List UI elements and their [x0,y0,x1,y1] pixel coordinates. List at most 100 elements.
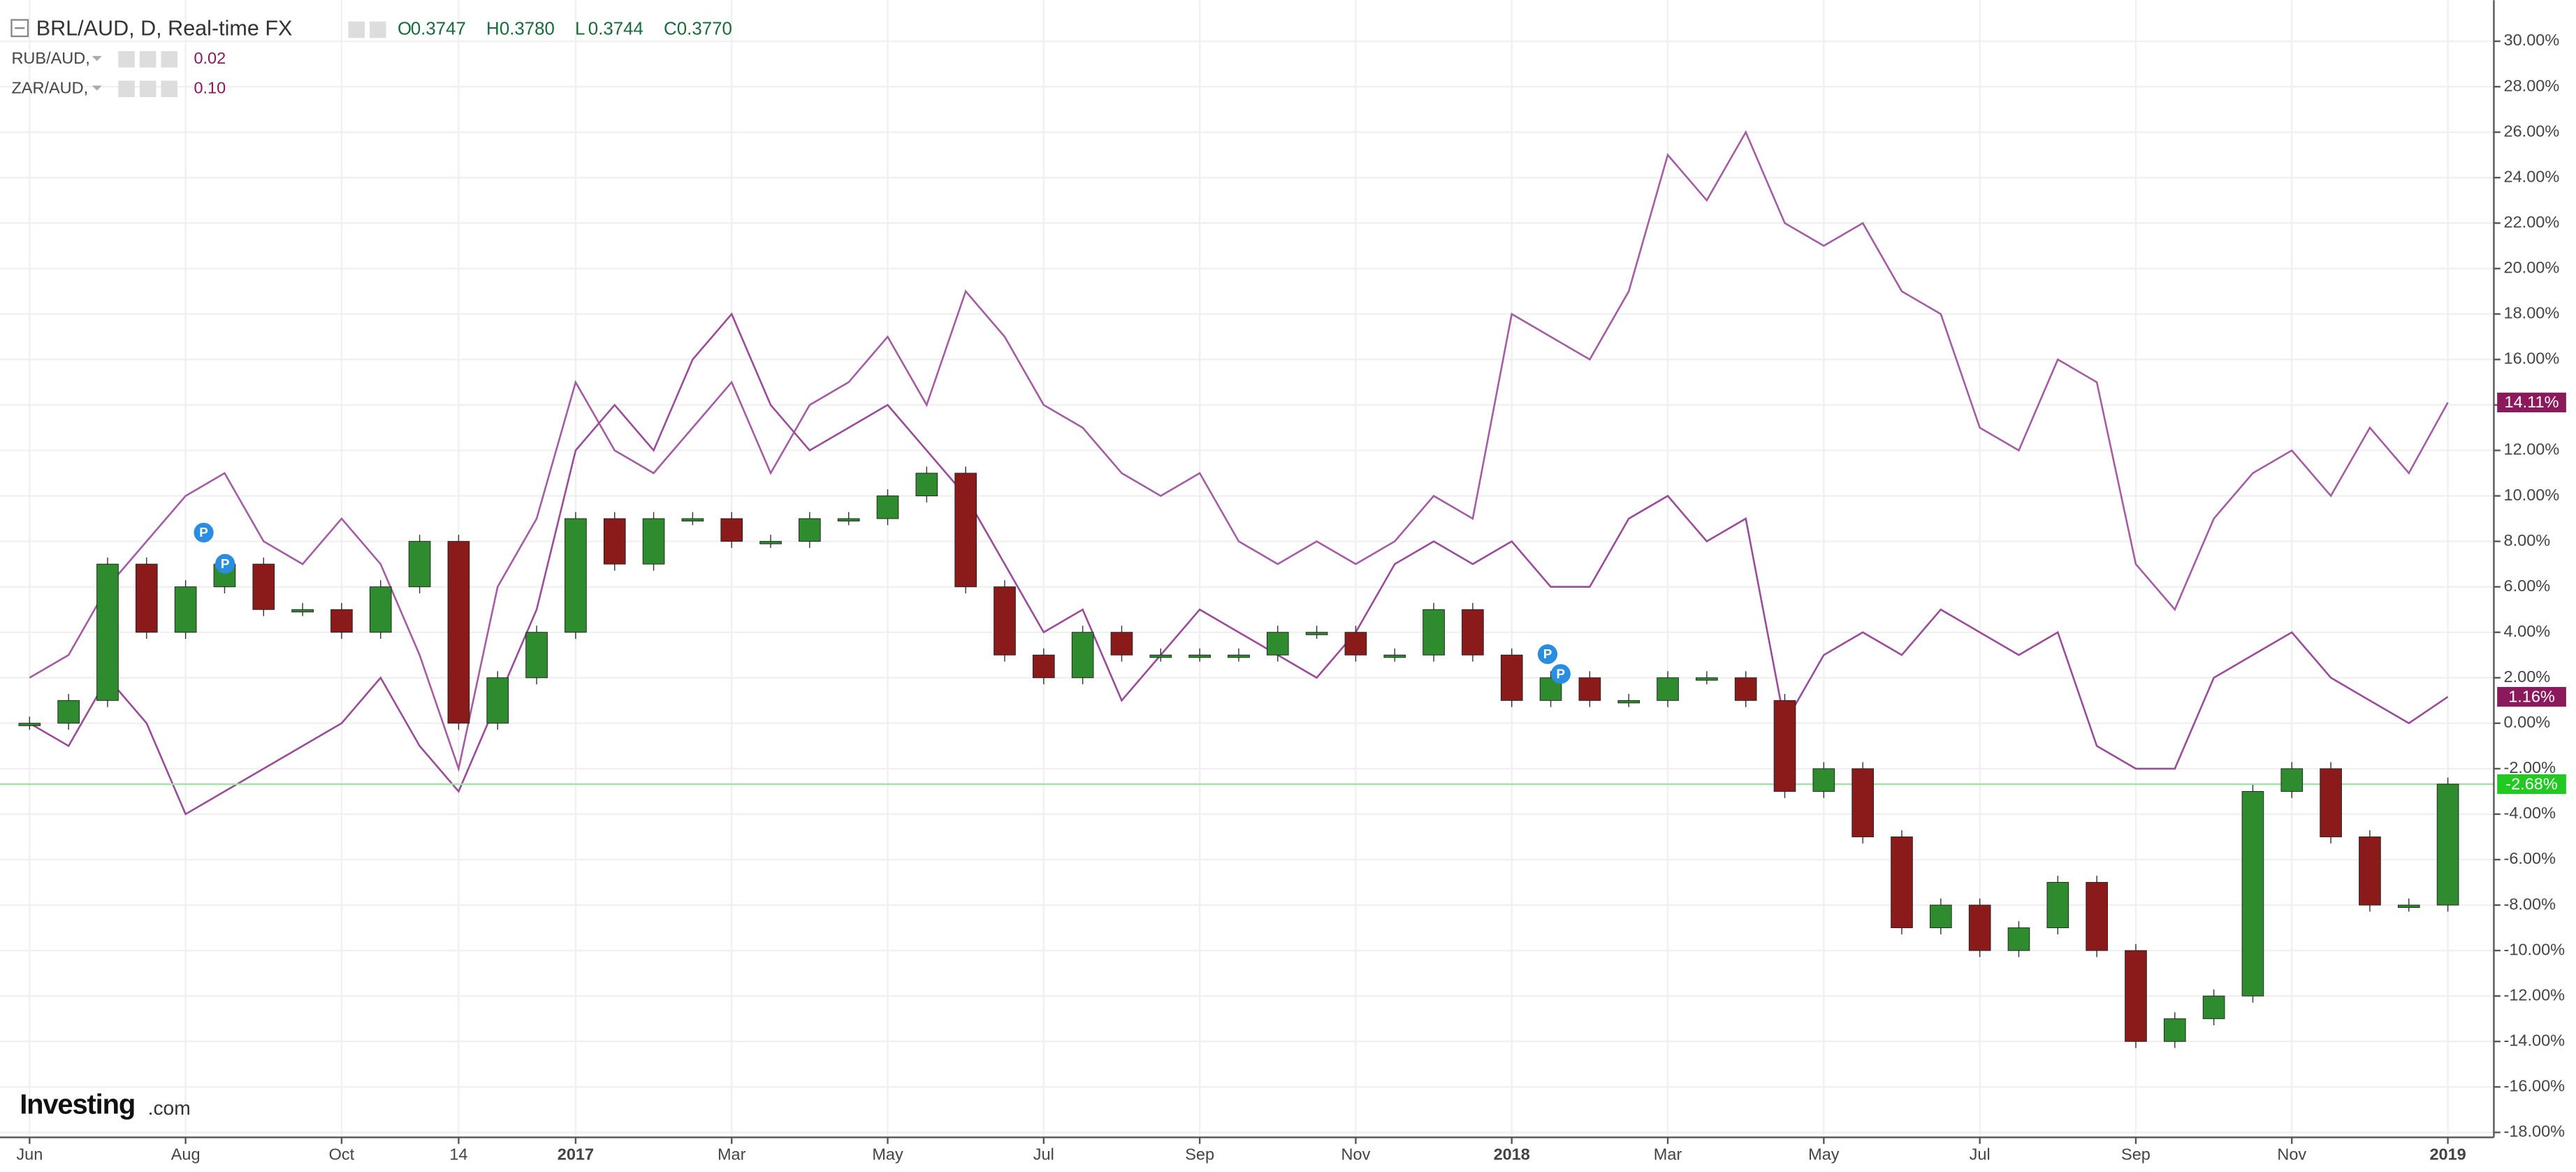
y-tick-label: 28.00% [2504,76,2560,94]
y-tick-label: 6.00% [2504,577,2551,595]
ohlc-value: 0.3770 [677,19,732,38]
candle [759,541,782,544]
y-tick-label: 22.00% [2504,212,2560,231]
candle [330,609,353,633]
candle [2125,950,2147,1042]
x-tick-label: Mar [1654,1145,1682,1163]
candle [2397,904,2420,909]
x-tick-label: 2019 [2429,1145,2466,1163]
candle [2359,837,2381,906]
last-value-label: 14.11% [2505,393,2559,411]
collapse-icon[interactable] [10,19,29,38]
legend-icon [118,80,135,97]
x-tick-label: May [1808,1145,1840,1163]
candle [525,632,548,679]
candle [1344,632,1367,656]
legend-caret [92,56,102,62]
y-tick-label: 18.00% [2504,304,2560,322]
legend-icon [139,80,157,97]
y-tick-label: -8.00% [2504,895,2556,913]
pin[interactable]: P [194,522,214,543]
x-tick-label: Jul [1970,1145,1991,1163]
candle [720,518,743,542]
legend-icon [139,51,157,68]
x-tick-label: Sep [1185,1145,1214,1163]
candle [1968,904,1991,951]
candle [1851,768,1875,837]
pin-label: P [221,556,230,571]
axes: -18.00% -16.00% -14.00% -12.00% -10.00% -8.00… [16,31,2566,1163]
candle [1383,654,1406,658]
y-tick-label: 2.00% [2504,667,2551,686]
x-tick-label: Aug [171,1145,201,1163]
candle [2007,927,2030,951]
x-tick-label: Mar [718,1145,746,1163]
pin-label: P [1557,666,1566,681]
ohlc-value: 0.3747 [411,19,466,38]
candle [408,541,431,588]
legend-name: RUB/AUD, [11,49,89,67]
x-tick-label: 14 [449,1145,467,1163]
x-tick-label: Nov [1341,1145,1371,1163]
candle [18,723,41,726]
candle [837,518,860,522]
candle [603,518,626,565]
legend-change: 0.02 [194,49,226,67]
brand-suffix: .com [148,1097,191,1119]
candle [1305,632,1328,635]
line-series [29,312,2449,816]
candle [565,518,587,633]
candle [1071,632,1094,679]
y-tick-label: 30.00% [2504,31,2560,49]
candle [1617,700,1640,704]
candle [799,518,821,542]
candle [2280,768,2304,792]
candle [2086,882,2108,951]
candle [486,677,509,724]
candle [174,586,197,633]
pin-label: P [1543,646,1552,661]
candle [681,518,704,522]
candle [57,700,80,724]
y-tick-label: 4.00% [2504,622,2551,640]
y-tick-label: 20.00% [2504,258,2560,276]
candle [915,472,938,497]
settings-icon [348,21,365,38]
ohlc-key: H [486,19,500,38]
x-tick-label: Sep [2121,1145,2151,1163]
y-tick-label: -14.00% [2504,1031,2566,1049]
candle [1930,904,1952,929]
last-value-label: 1.16% [2508,687,2555,705]
candle [96,563,119,701]
x-tick-label: 2017 [558,1145,594,1163]
legend-icon [161,80,177,97]
ohlc-key: C [664,19,677,38]
candle [135,563,158,633]
pin[interactable]: P [1537,644,1558,665]
ohlc-key: O [398,19,412,38]
candle [954,472,977,588]
y-tick-label: -16.00% [2504,1076,2566,1094]
y-tick-label: 10.00% [2504,486,2560,504]
ohlc-value: 0.3744 [588,19,643,38]
y-tick-label: 0.00% [2504,713,2551,731]
line-series [29,130,2449,772]
legend-icon [118,51,135,68]
candle [1422,609,1445,656]
x-tick-label: Jun [16,1145,43,1163]
last-value-label: -2.68% [2505,774,2558,793]
candle [1578,677,1601,701]
x-tick-label: 2018 [1494,1145,1530,1163]
pin[interactable]: P [1550,664,1571,684]
ohlc: O0.3747 H 0.3780 L 0.3744 C 0.3770 [348,19,732,38]
last-value-box [2497,687,2566,707]
y-tick-label: -2.00% [2504,758,2556,776]
y-tick-label: 8.00% [2504,531,2551,549]
y-tick-label: -4.00% [2504,804,2556,822]
pin[interactable]: P [215,554,235,574]
candle [1228,654,1250,658]
candle [1462,609,1484,656]
candle [1188,654,1211,658]
candle [994,586,1016,656]
